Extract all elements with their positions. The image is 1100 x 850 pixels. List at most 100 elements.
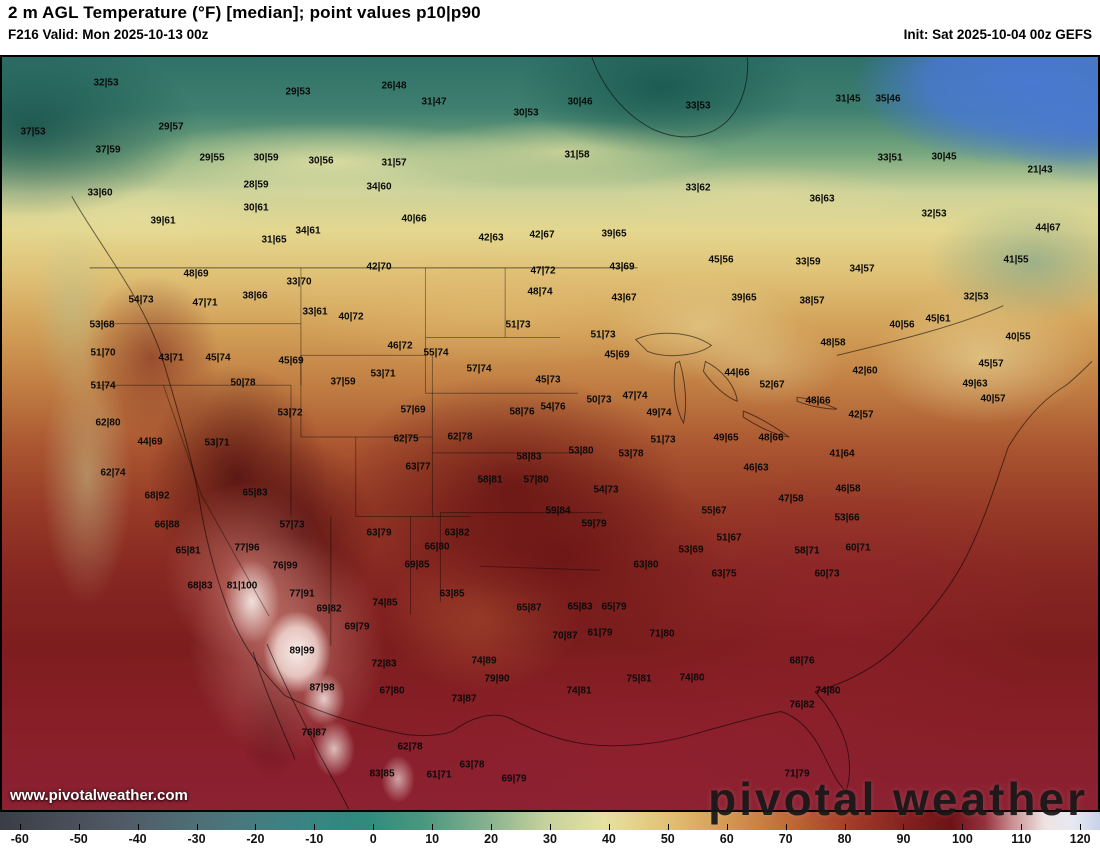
point-value-label: 55|67 [701,505,727,517]
point-value-label: 53|69 [678,544,704,556]
point-value-label: 47|71 [192,297,218,309]
valid-time-label: F216 Valid: Mon 2025-10-13 00z [8,27,209,42]
point-value-label: 51|73 [505,319,531,331]
point-value-label: 68|83 [187,580,213,592]
point-value-label: 58|81 [477,474,503,486]
point-value-label: 58|83 [516,451,542,463]
point-value-label: 44|69 [137,436,163,448]
colorbar-tick-mark [196,824,198,830]
point-value-label: 58|71 [794,545,820,557]
point-value-label: 74|80 [679,672,705,684]
point-value-label: 42|67 [529,229,555,241]
florida-peninsula [780,691,850,792]
point-value-label: 67|80 [379,685,405,697]
point-value-label: 21|43 [1027,164,1053,176]
point-value-label: 65|83 [242,487,268,499]
point-value-label: 33|61 [302,306,328,318]
colorbar-tick-label: 0 [369,832,377,846]
lake-ontario [796,396,838,410]
point-value-label: 29|55 [199,152,225,164]
point-value-label: 41|64 [829,448,855,460]
hudson-bay-coastline [591,57,749,138]
point-value-label: 29|57 [158,121,184,133]
point-value-label: 65|83 [567,601,593,613]
colorbar-tick-mark [962,824,964,830]
colorbar-tick-mark [373,824,375,830]
point-value-label: 44|67 [1035,222,1061,234]
colorbar-gradient [0,812,1100,830]
point-value-label: 54|73 [128,294,154,306]
point-value-label: 74|80 [815,685,841,697]
colorbar-tick-mark [1080,824,1082,830]
colorbar-tick-label: -20 [246,832,265,846]
point-value-label: 45|69 [278,355,304,367]
point-value-label: 65|79 [601,601,627,613]
point-value-label: 74|85 [372,597,398,609]
point-value-label: 66|80 [424,541,450,553]
colorbar-tick-label: -60 [10,832,29,846]
colorbar-tick-label: 60 [719,832,734,846]
point-value-label: 39|65 [731,292,757,304]
point-value-label: 30|53 [513,107,539,119]
point-value-label: 47|72 [530,265,556,277]
point-value-label: 49|63 [962,378,988,390]
point-value-label: 71|80 [649,628,675,640]
point-value-label: 33|60 [87,187,113,199]
point-value-label: 32|53 [93,77,119,89]
point-value-label: 74|81 [566,685,592,697]
point-value-label: 59|84 [545,505,571,517]
colorbar-tick-mark [491,824,493,830]
point-value-label: 68|92 [144,490,170,502]
point-value-label: 60|71 [845,542,871,554]
point-value-label: 40|72 [338,311,364,323]
point-value-label: 32|53 [921,208,947,220]
point-value-label: 36|63 [809,193,835,205]
point-value-label: 61|79 [587,627,613,639]
point-value-label: 33|70 [286,276,312,288]
baja-coastline [252,651,296,760]
point-value-label: 62|75 [393,433,419,445]
point-value-label: 37|59 [330,376,356,388]
point-value-label: 51|70 [90,347,116,359]
colorbar-tick-mark [78,824,80,830]
point-value-label: 45|56 [708,254,734,266]
point-value-label: 79|90 [484,673,510,685]
state-border [162,385,270,617]
point-value-label: 66|88 [154,519,180,531]
point-value-label: 81|100 [226,580,258,592]
colorbar-tick-label: 70 [778,832,793,846]
point-value-label: 65|87 [516,602,542,614]
point-value-label: 31|47 [421,96,447,108]
point-value-label: 53|80 [568,445,594,457]
point-value-label: 57|69 [400,404,426,416]
point-value-label: 41|55 [1003,254,1029,266]
point-value-label: 31|45 [835,93,861,105]
point-value-label: 51|73 [590,329,616,341]
point-value-label: 63|85 [439,588,465,600]
point-value-label: 76|82 [789,699,815,711]
point-value-label: 69|79 [501,773,527,785]
lake-erie [742,410,790,438]
point-value-label: 30|45 [931,151,957,163]
point-value-label: 42|57 [848,409,874,421]
point-value-label: 63|80 [633,559,659,571]
point-value-label: 69|85 [404,559,430,571]
colorbar-tick-mark [19,824,21,830]
map-subheader: F216 Valid: Mon 2025-10-13 00z Init: Sat… [8,27,1092,42]
point-value-label: 33|51 [877,152,903,164]
point-value-label: 37|53 [20,126,46,138]
point-value-label: 45|74 [205,352,231,364]
point-value-label: 49|74 [646,407,672,419]
point-value-label: 43|67 [611,292,637,304]
point-value-label: 43|71 [158,352,184,364]
point-value-label: 61|71 [426,769,452,781]
point-value-label: 31|58 [564,149,590,161]
colorbar-tick-label: 30 [543,832,557,846]
point-value-label: 77|96 [234,542,260,554]
point-value-label: 69|79 [344,621,370,633]
colorbar-tick-label: 40 [601,832,616,846]
point-value-label: 60|73 [814,568,840,580]
colorbar-tick-mark [314,824,316,830]
point-value-label: 39|65 [601,228,627,240]
point-value-label: 33|62 [685,182,711,194]
